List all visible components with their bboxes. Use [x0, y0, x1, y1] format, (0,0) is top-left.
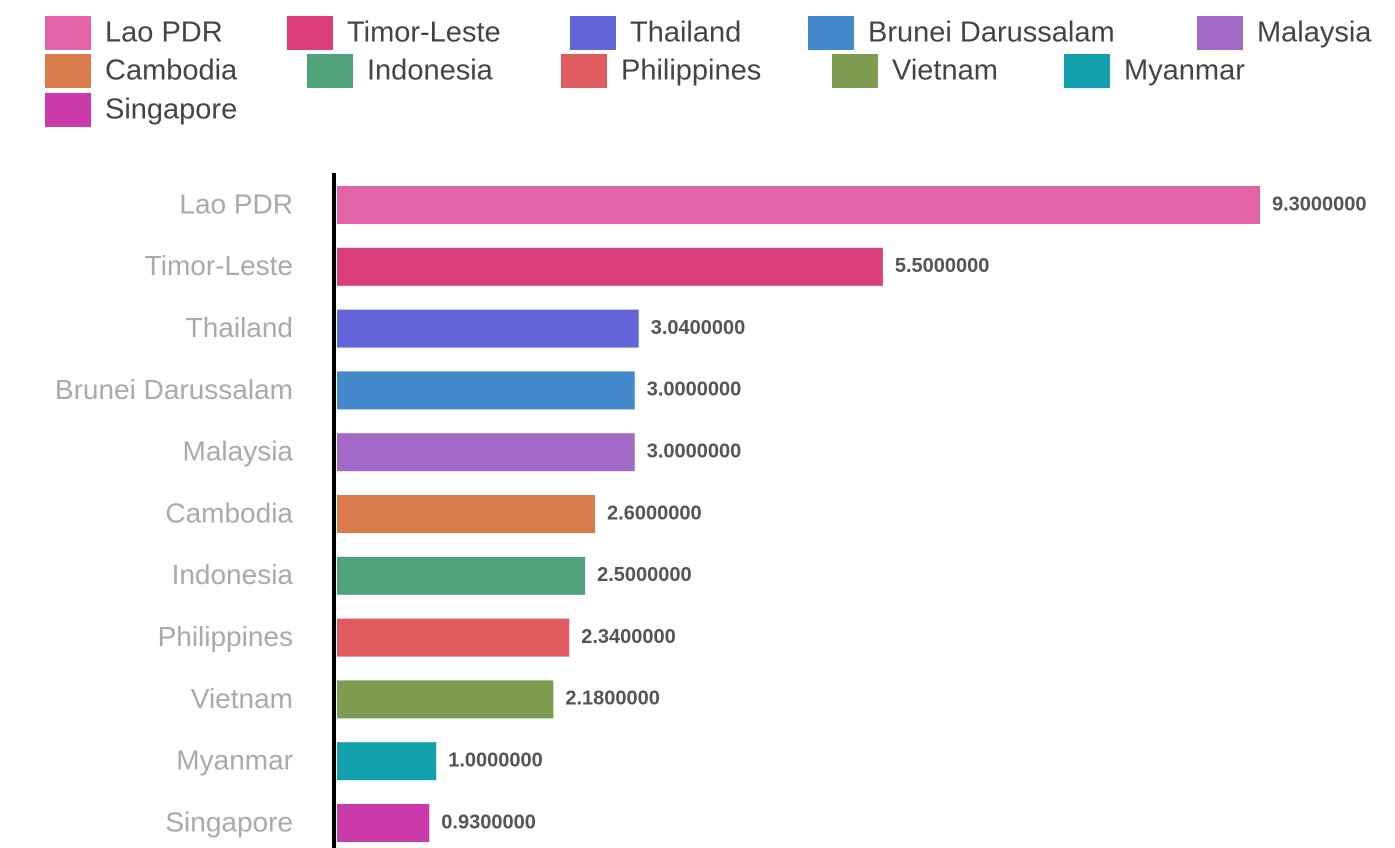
bar: [337, 309, 639, 348]
legend-swatch: [1197, 16, 1243, 50]
bar: [337, 618, 570, 657]
bar: [337, 680, 554, 719]
value-label: 2.6000000: [607, 502, 702, 524]
y-tick-label: Cambodia: [165, 497, 293, 528]
legend-label: Thailand: [630, 17, 741, 49]
y-tick-label: Philippines: [158, 621, 293, 652]
legend-label: Malaysia: [1257, 17, 1372, 49]
value-label: 3.0000000: [647, 440, 742, 462]
legend-swatch: [45, 16, 91, 50]
y-tick-label: Singapore: [165, 806, 293, 837]
legend-label: Cambodia: [105, 55, 238, 87]
bar: [337, 433, 635, 472]
bar: [337, 804, 430, 842]
legend-swatch: [45, 54, 91, 88]
bar: [337, 186, 1260, 224]
y-tick-label: Malaysia: [183, 436, 294, 467]
legend-label: Timor-Leste: [347, 17, 501, 49]
y-tick-label: Lao PDR: [179, 188, 293, 219]
legend-swatch: [832, 54, 878, 88]
legend-label: Philippines: [621, 55, 761, 87]
y-tick-label: Timor-Leste: [145, 250, 293, 281]
y-tick-label: Thailand: [186, 312, 293, 343]
y-tick-label: Indonesia: [172, 559, 294, 590]
bar: [337, 495, 596, 533]
legend-swatch: [307, 54, 353, 88]
bar: [337, 247, 883, 286]
legend-label: Myanmar: [1124, 55, 1245, 87]
legend-label: Lao PDR: [105, 17, 223, 49]
value-label: 2.5000000: [597, 564, 692, 586]
legend-label: Brunei Darussalam: [868, 17, 1115, 49]
bar: [337, 742, 437, 781]
y-tick-label: Vietnam: [191, 683, 293, 714]
value-label: 9.3000000: [1272, 193, 1367, 215]
legend-label: Vietnam: [892, 55, 998, 87]
value-label: 1.0000000: [448, 749, 543, 771]
value-label: 0.9300000: [441, 811, 536, 833]
bar: [337, 556, 586, 595]
legend-label: Indonesia: [367, 55, 494, 87]
value-label: 5.5000000: [895, 255, 990, 277]
legend-swatch: [1064, 54, 1110, 88]
value-label: 3.0000000: [647, 379, 742, 401]
y-tick-label: Myanmar: [176, 745, 293, 776]
legend-swatch: [570, 16, 616, 50]
value-label: 2.1800000: [565, 688, 660, 710]
value-label: 3.0400000: [651, 317, 746, 339]
bar: [337, 371, 635, 410]
legend-label: Singapore: [105, 94, 237, 126]
legend-swatch: [561, 54, 607, 88]
legend-swatch: [287, 16, 333, 50]
legend-swatch: [808, 16, 854, 50]
value-label: 2.3400000: [581, 626, 676, 648]
legend-swatch: [45, 93, 91, 127]
y-tick-label: Brunei Darussalam: [55, 374, 293, 405]
